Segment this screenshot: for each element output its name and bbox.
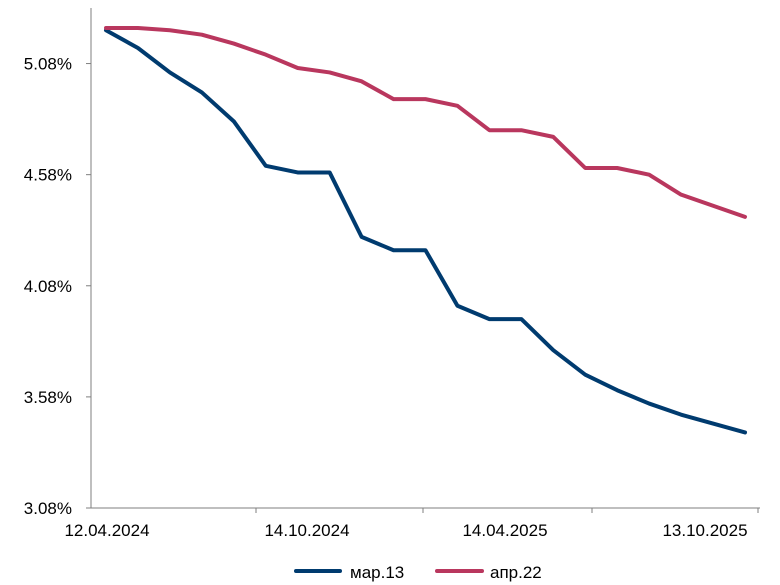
y-tick-label: 5.08% [24,55,72,74]
series-line-1 [104,28,747,435]
legend-label-1: мар.13 [350,563,404,582]
y-tick-label: 4.58% [24,166,72,185]
x-tick-label: 14.04.2025 [462,521,547,540]
series-line-2 [104,26,747,219]
legend: мар.13 апр.22 [294,563,542,582]
y-tick-label: 4.08% [24,277,72,296]
y-axis: 3.08% 3.58% 4.08% 4.58% 5.08% [24,8,92,518]
legend-label-2: апр.22 [490,563,542,582]
y-tick-label: 3.58% [24,388,72,407]
x-tick-label: 12.04.2024 [64,521,149,540]
series-layer [104,26,747,435]
x-tick-label: 13.10.2025 [662,521,747,540]
x-axis: 12.04.2024 14.10.2024 14.04.2025 13.10.2025 [64,507,760,540]
x-tick-label: 14.10.2024 [264,521,349,540]
y-tick-label: 3.08% [24,499,72,518]
